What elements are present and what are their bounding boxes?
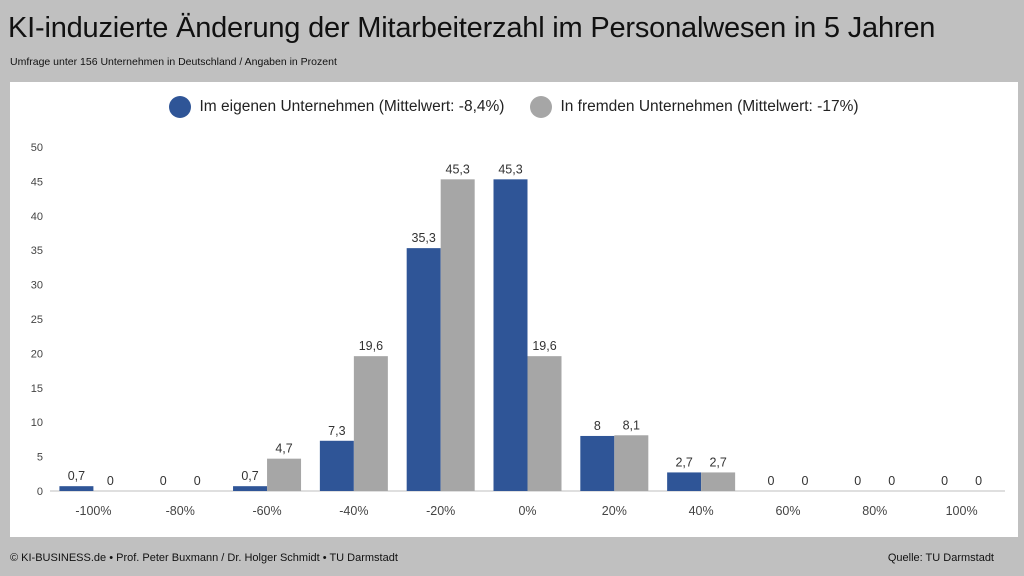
bar-other-companies — [701, 472, 736, 491]
data-label: 2,7 — [675, 455, 692, 469]
y-tick-label: 20 — [31, 348, 43, 360]
bar-other-companies — [353, 356, 388, 491]
legend-label-own-company: Im eigenen Unternehmen (Mittelwert: -8,4… — [199, 98, 505, 115]
x-tick-label: 80% — [862, 504, 887, 518]
bar-own-company — [493, 179, 528, 491]
data-label: 0 — [767, 474, 774, 488]
data-label: 0 — [801, 474, 808, 488]
y-tick-label: 10 — [31, 417, 43, 429]
y-tick-label: 30 — [31, 280, 43, 292]
data-label: 7,3 — [328, 424, 345, 438]
legend-item-other-companies: In fremden Unternehmen (Mittelwert: -17%… — [530, 96, 859, 118]
data-label: 2,7 — [709, 455, 726, 469]
data-label: 19,6 — [532, 339, 556, 353]
bar-other-companies — [527, 356, 562, 491]
x-tick-label: 100% — [946, 504, 978, 518]
data-label: 4,7 — [275, 442, 292, 456]
y-tick-label: 25 — [31, 314, 43, 326]
bar-other-companies — [440, 179, 475, 491]
legend-swatch-own-company — [169, 96, 192, 118]
bar-own-company — [667, 472, 702, 491]
data-label: 45,3 — [498, 162, 522, 176]
data-label: 0 — [888, 474, 895, 488]
x-tick-label: 40% — [689, 504, 714, 518]
footer-source: Quelle: TU Darmstadt — [887, 552, 994, 564]
data-label: 0 — [975, 474, 982, 488]
data-label: 0 — [854, 474, 861, 488]
x-tick-label: -80% — [166, 504, 195, 518]
y-tick-label: 0 — [37, 486, 43, 498]
x-tick-label: -60% — [252, 504, 281, 518]
x-tick-label: -40% — [339, 504, 368, 518]
data-label: 0 — [107, 474, 114, 488]
data-label: 19,6 — [359, 339, 383, 353]
y-tick-label: 50 — [31, 142, 43, 154]
y-tick-label: 15 — [31, 383, 43, 395]
x-tick-label: 0% — [518, 504, 536, 518]
data-label: 0,7 — [241, 469, 258, 483]
legend-swatch-other-companies — [530, 96, 553, 118]
bar-own-company — [59, 486, 94, 491]
data-label: 45,3 — [446, 162, 470, 176]
data-label: 0 — [160, 474, 167, 488]
x-tick-label: -100% — [75, 504, 111, 518]
legend-label-other-companies: In fremden Unternehmen (Mittelwert: -17%… — [560, 98, 859, 115]
data-label: 8,1 — [623, 418, 640, 432]
chart-panel: Im eigenen Unternehmen (Mittelwert: -8,4… — [10, 82, 1018, 537]
data-label: 8 — [594, 419, 601, 433]
y-tick-label: 40 — [31, 211, 43, 223]
data-label: 0 — [941, 474, 948, 488]
legend-item-own-company: Im eigenen Unternehmen (Mittelwert: -8,4… — [169, 96, 504, 118]
x-tick-label: 60% — [775, 504, 800, 518]
bar-other-companies — [267, 458, 302, 491]
data-label: 0,7 — [68, 469, 85, 483]
x-tick-label: -20% — [426, 504, 455, 518]
x-tick-label: 20% — [602, 504, 627, 518]
bar-own-company — [233, 486, 268, 491]
y-tick-label: 5 — [37, 452, 43, 464]
y-tick-label: 45 — [31, 176, 43, 188]
bar-own-company — [406, 248, 441, 491]
chart-subtitle: Umfrage unter 156 Unternehmen in Deutsch… — [10, 56, 337, 68]
data-label: 35,3 — [412, 231, 436, 245]
data-label: 0 — [194, 474, 201, 488]
bar-other-companies — [614, 435, 649, 491]
bar-own-company — [319, 440, 354, 491]
footer-credits: © KI-BUSINESS.de • Prof. Peter Buxmann /… — [10, 552, 398, 564]
bar-own-company — [580, 435, 615, 491]
bar-chart: 0 5 10 15 20 25 30 35 40 45 50 0,7 0 -100% 0 0 -80% 0,7 4,… — [31, 142, 1005, 518]
chart-legend: Im eigenen Unternehmen (Mittelwert: -8,4… — [10, 96, 1018, 118]
y-tick-label: 35 — [31, 245, 43, 257]
chart-title: KI-induzierte Änderung der Mitarbeiterza… — [8, 12, 936, 44]
